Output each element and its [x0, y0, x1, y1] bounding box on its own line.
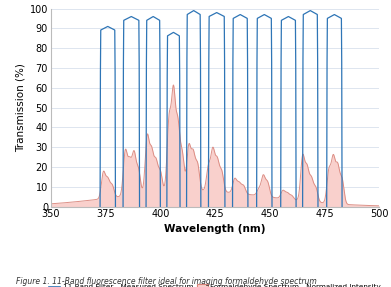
X-axis label: Wavelength (nm): Wavelength (nm) — [164, 224, 266, 234]
Legend: 11-Band Filter - Measured Spectrum, Formaldehyde Spectrum - Normalized Intensity: 11-Band Filter - Measured Spectrum, Form… — [49, 284, 381, 287]
Text: Figure 1. 11-Band fluorescence filter ideal for imaging formaldehyde spectrum: Figure 1. 11-Band fluorescence filter id… — [16, 277, 316, 286]
Y-axis label: Transmission (%): Transmission (%) — [16, 63, 25, 152]
